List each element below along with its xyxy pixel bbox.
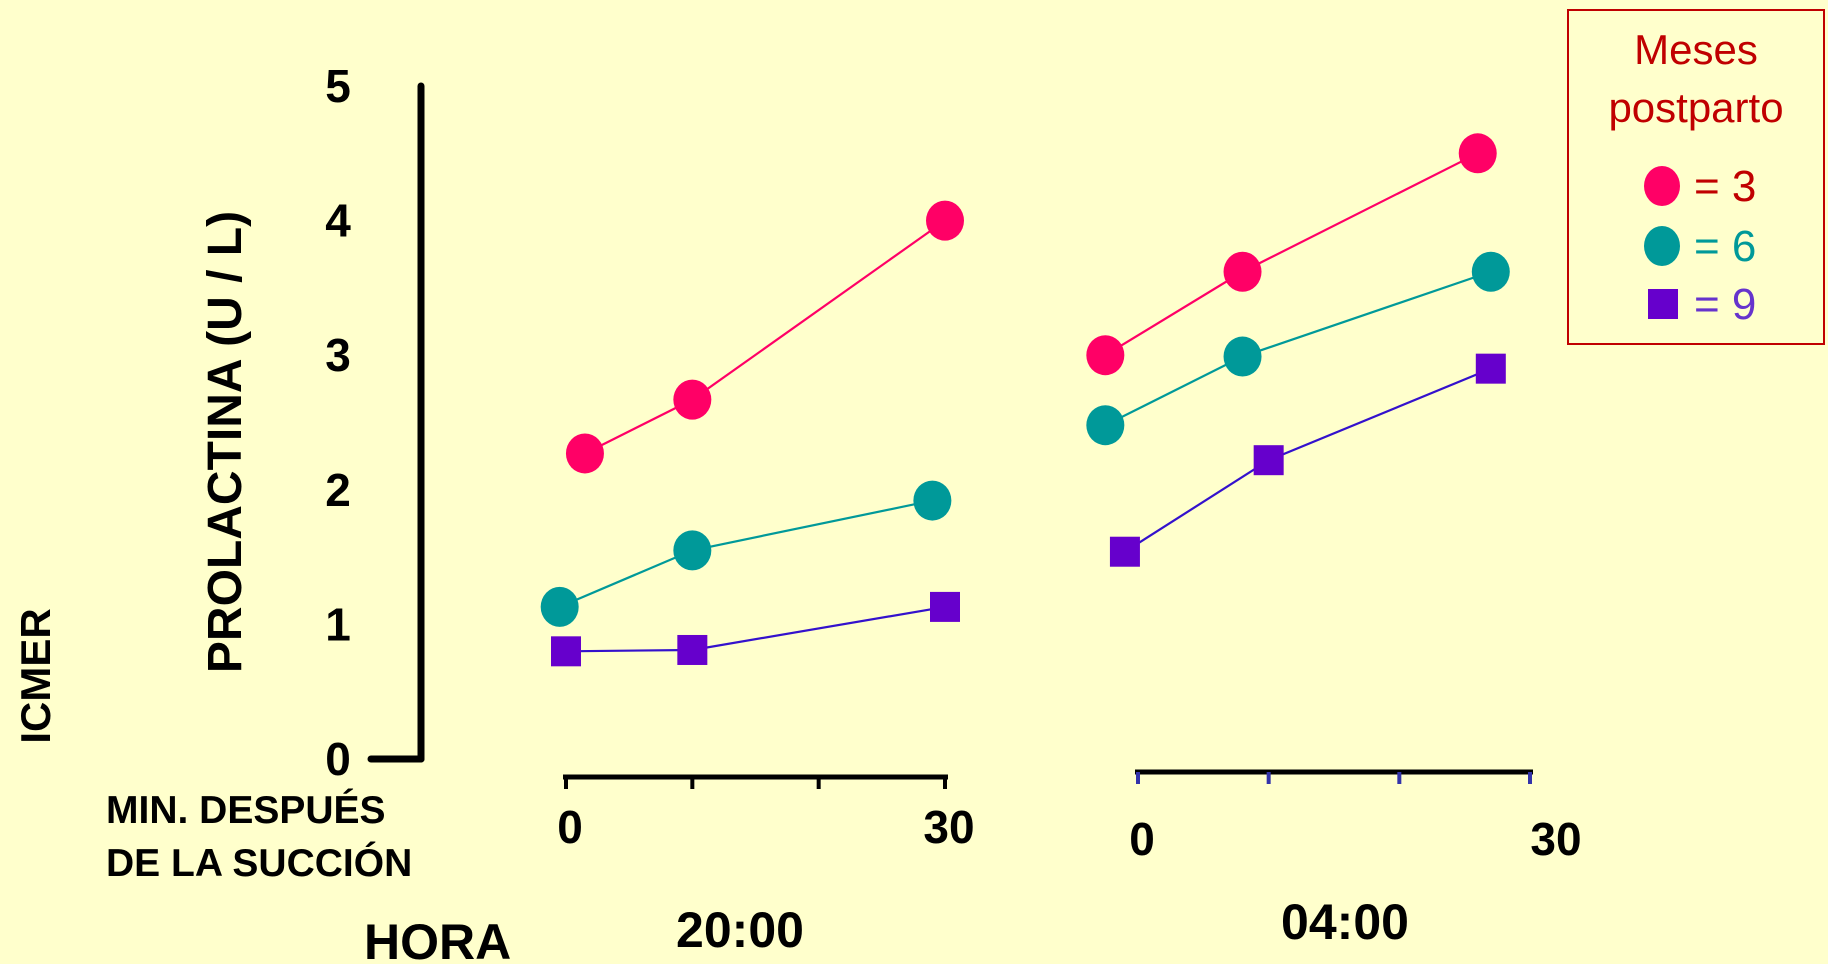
data-point-m6-panel-1-2 [913,480,952,521]
data-point-m9-panel-1-0 [551,636,581,667]
x-tick-label-panel-1-start: 0 [557,801,583,853]
hour-value-panel-2: 04:00 [1281,894,1409,950]
side-label: ICMER [12,608,59,743]
x-tick-label-panel-2-end: 30 [1530,813,1581,865]
x-axis-label-line2: DE LA SUCCIÓN [106,841,412,885]
legend-label-m6: = 6 [1694,222,1756,271]
data-point-m3-panel-1-0 [565,433,604,474]
x-tick-label-panel-1-end: 30 [923,801,974,853]
y-tick-label-3: 3 [325,329,351,381]
series-line-m3-panel-2 [1104,152,1479,357]
data-point-m3-panel-1-2 [926,200,964,241]
data-point-m6-panel-1-1 [673,530,712,571]
data-point-m9-panel-2-2 [1475,353,1506,384]
data-point-m3-panel-2-0 [1086,335,1125,376]
data-point-m9-panel-2-1 [1253,445,1284,476]
data-point-m3-panel-1-1 [673,379,712,420]
data-point-m6-panel-2-1 [1223,336,1262,377]
data-point-m9-panel-1-2 [930,591,960,622]
legend-title-line2: postparto [1608,84,1783,131]
hour-label: HORA [364,914,511,964]
legend-marker-m9 [1648,289,1678,319]
x-tick-label-panel-2-start: 0 [1129,813,1155,865]
legend-label-m3: = 3 [1694,162,1756,211]
legend-items: = 3 = 6 = 9 [1644,162,1756,329]
data-point-m6-panel-2-0 [1086,405,1125,446]
series-line-m9-panel-2 [1124,367,1492,553]
y-tick-label-5: 5 [325,60,351,112]
series [540,133,1510,667]
legend-label-m9: = 9 [1694,280,1756,329]
legend-title-line1: Meses [1634,26,1758,73]
y-axis-title: PROLACTINA (U / L) [199,211,252,673]
legend-box [1567,9,1825,345]
data-point-m9-panel-2-0 [1109,536,1140,567]
series-line-m6-panel-2 [1104,270,1492,427]
data-point-m9-panel-1-1 [677,634,708,665]
x-axes: 0 30 20:00 0 30 04:00 [557,769,1582,958]
data-point-m6-panel-2-2 [1471,251,1510,292]
series-line-m6-panel-1 [559,499,933,608]
y-tick-labels: 0 1 2 3 4 5 [325,60,351,785]
data-point-m6-panel-1-0 [540,586,579,627]
data-point-m3-panel-2-2 [1458,133,1497,174]
legend-marker-m3 [1644,166,1680,206]
y-tick-label-1: 1 [325,598,351,650]
y-tick-label-2: 2 [325,464,351,516]
data-point-m3-panel-2-1 [1223,251,1262,292]
legend: Meses postparto = 3 = 6 = 9 [1567,9,1825,345]
hour-value-panel-1: 20:00 [676,902,804,958]
y-tick-label-4: 4 [325,195,351,247]
series-line-m9-panel-1 [565,605,946,653]
x-axis-label-line1: MIN. DESPUÉS [106,788,386,832]
y-tick-label-0: 0 [325,733,351,785]
legend-marker-m6 [1644,226,1680,266]
series-line-m3-panel-1 [584,219,946,455]
